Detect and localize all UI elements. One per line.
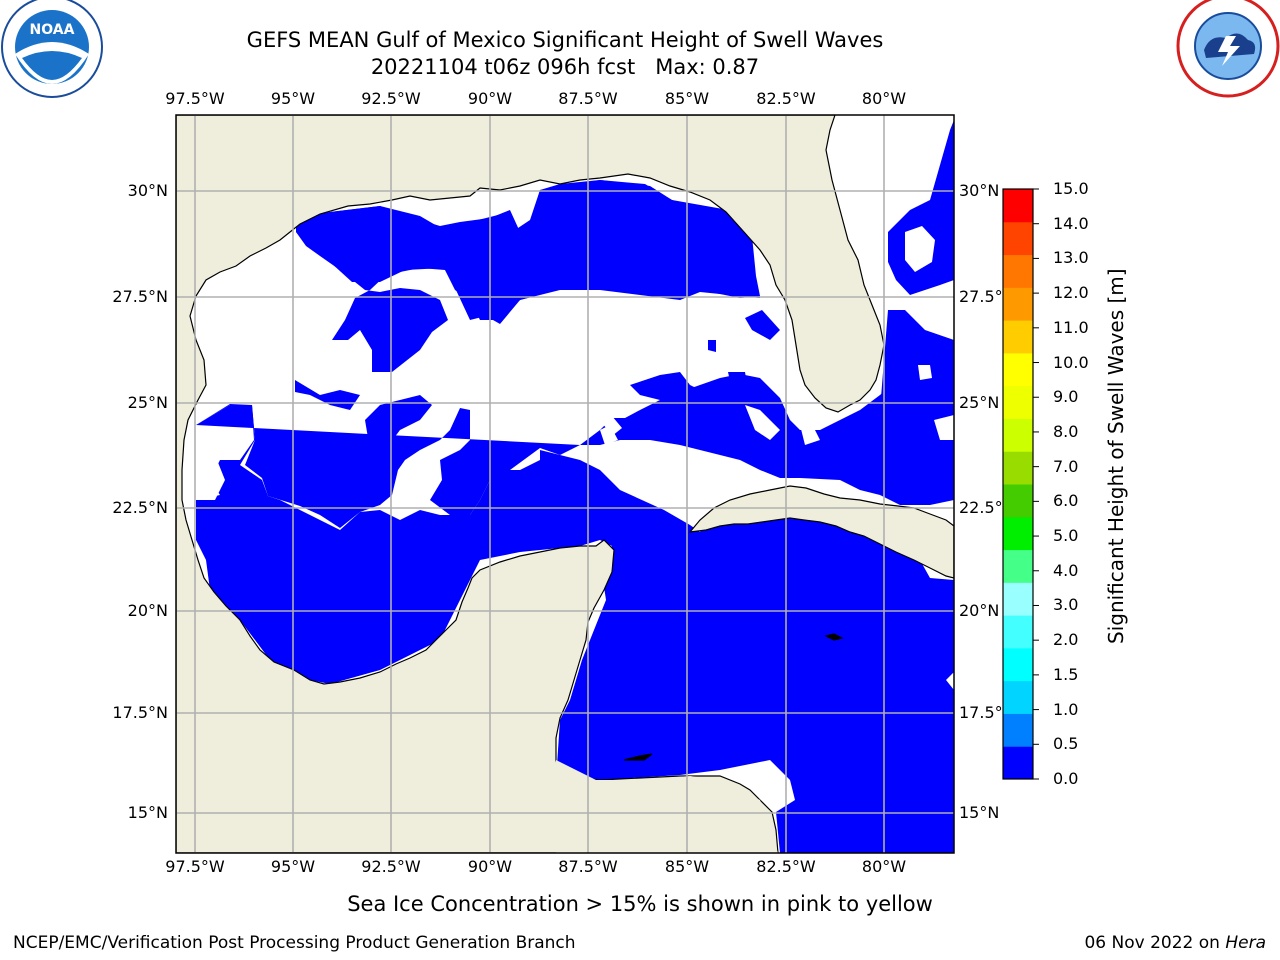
- colorbar-tick-label: 1.0: [1053, 699, 1079, 719]
- colorbar-segment: [1003, 647, 1033, 682]
- colorbar-segment: [1003, 549, 1033, 583]
- land-masses: [176, 115, 954, 853]
- colorbar-segment: [1003, 582, 1033, 616]
- lon-label: 85°W: [664, 857, 710, 876]
- colorbar-tick-label: 6.0: [1053, 491, 1079, 511]
- colorbar-segment: [1003, 615, 1033, 649]
- lat-label: 20°N: [127, 601, 168, 620]
- colorbar: [1002, 188, 1039, 780]
- colorbar-segment: [1003, 484, 1033, 518]
- footer-host: Hera: [1225, 933, 1266, 953]
- lon-label: 90°W: [467, 89, 513, 108]
- colorbar-segment: [1003, 352, 1033, 387]
- lon-label: 87.5°W: [558, 89, 618, 108]
- colorbar-segment: [1003, 680, 1033, 714]
- colorbar-tick-label: 14.0: [1053, 213, 1089, 233]
- colorbar-tick-label: 15.0: [1053, 179, 1089, 198]
- lat-label: 30°N: [959, 181, 1000, 200]
- colorbar-segment: [1003, 516, 1033, 551]
- lat-label: 15°N: [959, 803, 1000, 822]
- map-frame: [175, 114, 955, 854]
- colorbar-segment: [1003, 254, 1033, 288]
- colorbar-segment: [1003, 746, 1033, 780]
- colorbar-segment: [1003, 189, 1033, 223]
- lat-label: 27.5°N: [112, 287, 168, 306]
- lat-label: 22.5°N: [959, 498, 1003, 517]
- colorbar-tick-label: 0.0: [1053, 769, 1079, 788]
- map-title: GEFS MEAN Gulf of Mexico Significant Hei…: [246, 28, 884, 52]
- lat-label: 17.5°N: [959, 703, 1003, 722]
- colorbar-tick-label: 10.0: [1053, 352, 1089, 372]
- colorbar-tick-label: 9.0: [1053, 387, 1079, 407]
- lon-label: 80°W: [861, 857, 907, 876]
- lat-label: 30°N: [127, 181, 168, 200]
- lon-label: 87.5°W: [558, 857, 618, 876]
- colorbar-title: Significant Height of Swell Waves [m]: [1104, 268, 1128, 644]
- colorbar-segment: [1003, 221, 1033, 256]
- lat-label: 27.5°N: [959, 287, 1003, 306]
- colorbar-tick-label: 7.0: [1053, 456, 1079, 476]
- map-subtitle: 20221104 t06z 096h fcst Max: 0.87: [370, 55, 760, 79]
- colorbar-tick-label: 0.5: [1053, 734, 1079, 754]
- lat-label: 20°N: [959, 601, 1000, 620]
- colorbar-segment: [1003, 451, 1033, 485]
- lon-label: 95°W: [270, 89, 316, 108]
- lon-label: 95°W: [270, 857, 316, 876]
- sea-ice-note: Sea Ice Concentration > 15% is shown in …: [347, 892, 933, 916]
- lat-label: 22.5°N: [112, 498, 168, 517]
- gridlines: [176, 115, 954, 853]
- footer-date-text: 06 Nov 2022 on: [1084, 933, 1226, 953]
- lat-labels-right: 30°N 27.5°N 25°N 22.5°N 20°N 17.5°N 15°N: [959, 181, 1003, 822]
- footer-date: 06 Nov 2022 on Hera: [1084, 932, 1266, 954]
- colorbar-segment: [1003, 418, 1033, 452]
- colorbar-segment: [1003, 385, 1033, 419]
- colorbar-tick-label: 2.0: [1053, 630, 1079, 650]
- colorbar-segment: [1003, 320, 1033, 354]
- lon-label: 97.5°W: [165, 857, 225, 876]
- footer-credit: NCEP/EMC/Verification Post Processing Pr…: [13, 933, 576, 953]
- colorbar-tick-label: 5.0: [1053, 526, 1079, 546]
- lon-label: 82.5°W: [756, 89, 816, 108]
- lon-label: 82.5°W: [756, 857, 816, 876]
- colorbar-segment: [1003, 713, 1033, 747]
- no-data-patches: [195, 118, 954, 500]
- colorbar-tick-label: 11.0: [1053, 317, 1089, 337]
- lat-label: 25°N: [959, 393, 1000, 412]
- colorbar-tick-label: 1.5: [1053, 664, 1079, 684]
- lon-label: 80°W: [861, 89, 907, 108]
- colorbar-tick-label: 12.0: [1053, 283, 1089, 303]
- lat-label: 15°N: [127, 803, 168, 822]
- lat-label: 17.5°N: [112, 703, 168, 722]
- lon-label: 92.5°W: [361, 89, 421, 108]
- lon-label: 97.5°W: [165, 89, 225, 108]
- colorbar-tick-label: 8.0: [1053, 421, 1079, 441]
- lon-label: 90°W: [467, 857, 513, 876]
- colorbar-tick-label: 4.0: [1053, 560, 1079, 580]
- lon-label: 92.5°W: [361, 857, 421, 876]
- colorbar-tick-label: 13.0: [1053, 248, 1089, 268]
- colorbar-segment: [1003, 287, 1033, 321]
- lon-label: 85°W: [664, 89, 710, 108]
- colorbar-frame: [1002, 188, 1034, 780]
- colorbar-tick-label: 3.0: [1053, 595, 1079, 615]
- lat-label: 25°N: [127, 393, 168, 412]
